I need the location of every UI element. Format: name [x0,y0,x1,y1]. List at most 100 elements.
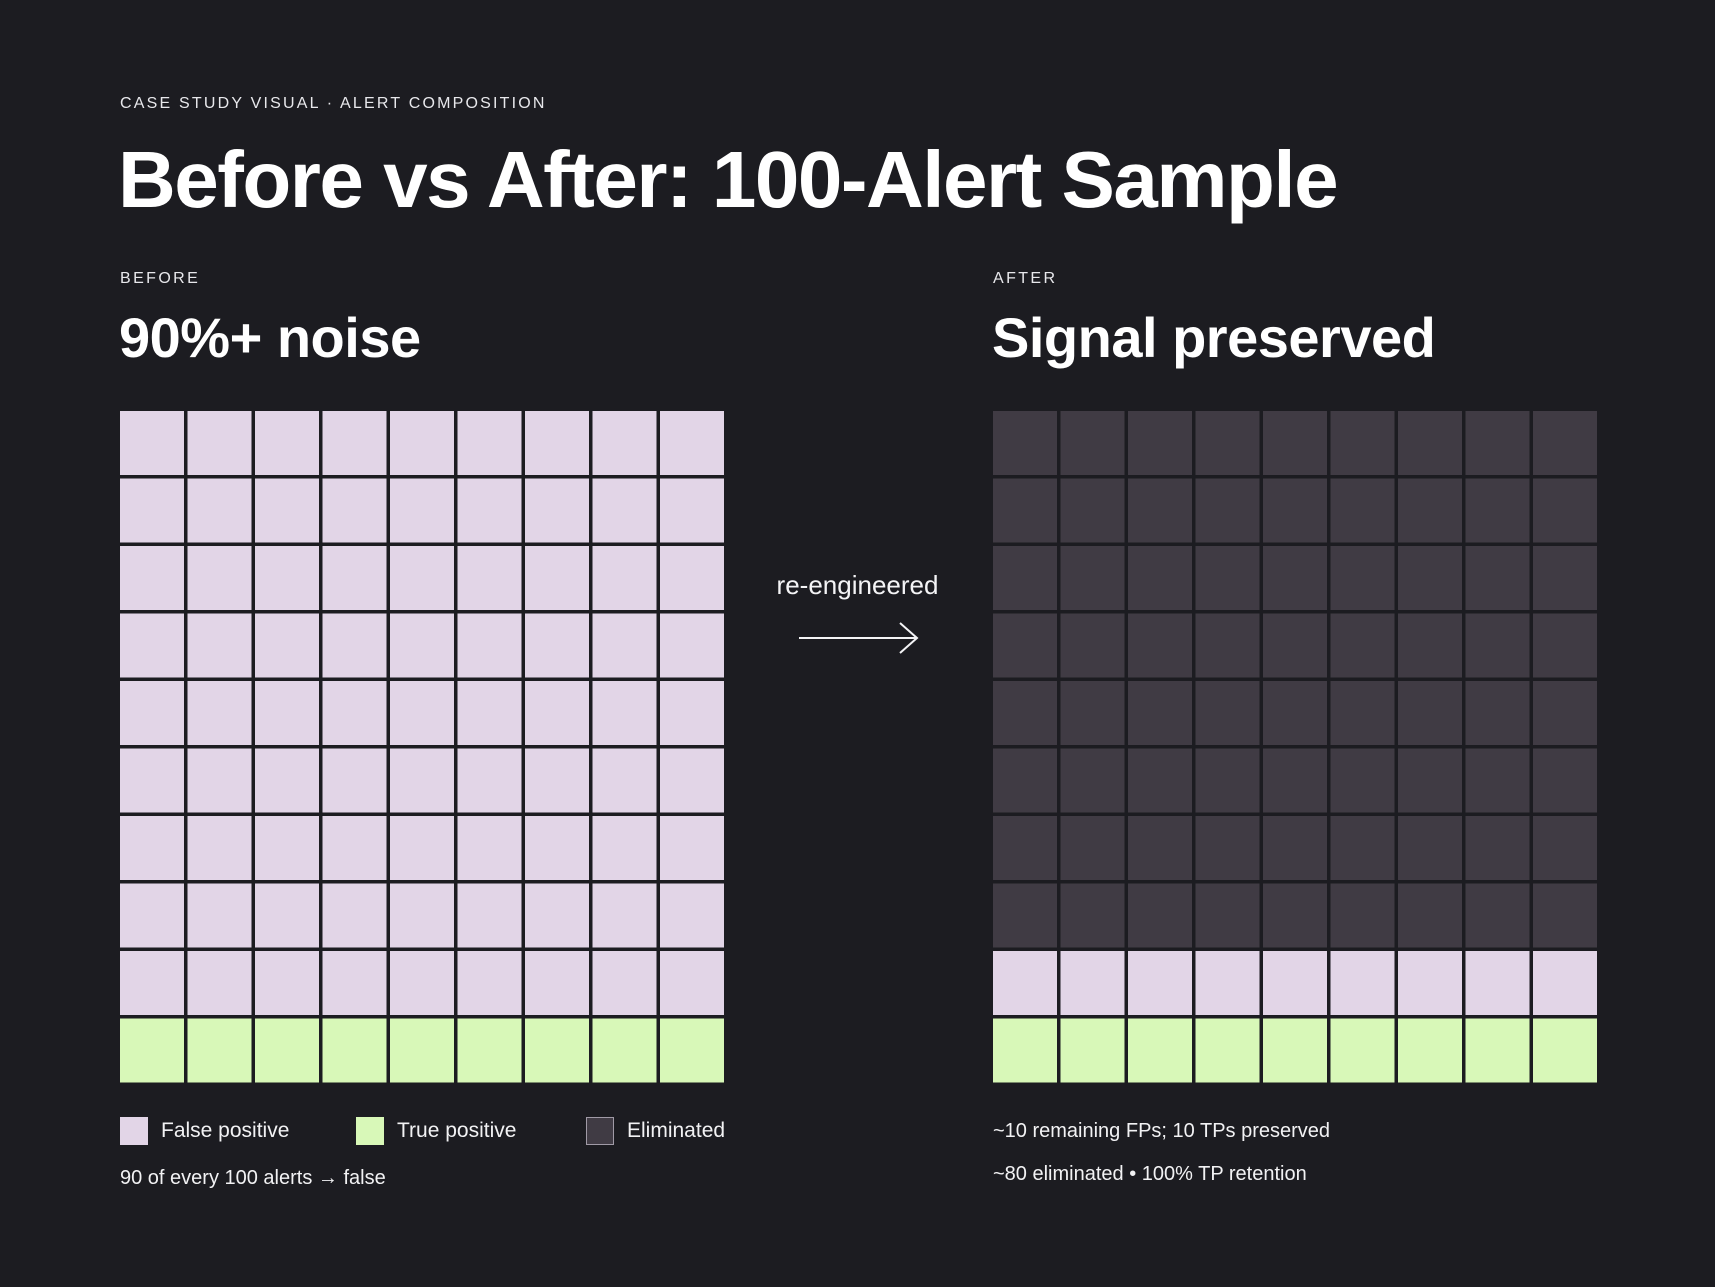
waffle-cell-false-positive [255,681,319,745]
waffle-cell-true-positive [120,1018,184,1083]
waffle-cell-false-positive [255,411,319,475]
waffle-cell-false-positive [255,883,319,948]
waffle-cell-false-positive [120,613,184,678]
waffle-cell-eliminated [993,478,1057,543]
waffle-cell-false-positive [1128,951,1192,1015]
waffle-cell-eliminated [1128,748,1192,813]
waffle-cell-true-positive [457,1018,522,1083]
waffle-cell-false-positive [390,681,454,745]
waffle-cell-eliminated [1330,681,1395,745]
waffle-cell-eliminated [1533,546,1597,610]
waffle-cell-false-positive [457,613,522,678]
waffle-cell-eliminated [1263,478,1327,543]
waffle-cell-false-positive [187,411,252,475]
waffle-cell-true-positive [660,1018,724,1083]
waffle-cell-true-positive [390,1018,454,1083]
waffle-cell-true-positive [525,1018,589,1083]
legend-swatch-true-positive [356,1117,384,1145]
waffle-cell-false-positive [120,681,184,745]
waffle-cell-false-positive [592,613,657,678]
waffle-cell-eliminated [1128,478,1192,543]
waffle-cell-false-positive [322,546,387,610]
legend-item-eliminated: Eliminated [586,1115,725,1147]
waffle-cell-false-positive [660,951,724,1015]
waffle-cell-eliminated [1533,478,1597,543]
legend: False positive True positive Eliminated [120,1115,725,1147]
waffle-cell-eliminated [1195,816,1260,880]
waffle-cell-true-positive [255,1018,319,1083]
waffle-cell-eliminated [1060,816,1125,880]
waffle-cell-false-positive [255,951,319,1015]
waffle-cell-eliminated [1263,613,1327,678]
waffle-cell-false-positive [660,681,724,745]
waffle-cell-eliminated [1398,411,1462,475]
waffle-cell-eliminated [1060,546,1125,610]
waffle-cell-false-positive [322,816,387,880]
waffle-cell-false-positive [322,411,387,475]
after-note-2: ~80 eliminated • 100% TP retention [993,1163,1307,1185]
waffle-cell-false-positive [322,613,387,678]
waffle-cell-eliminated [1465,748,1530,813]
waffle-cell-eliminated [1330,816,1395,880]
waffle-cell-eliminated [1128,613,1192,678]
waffle-cell-false-positive [390,951,454,1015]
waffle-cell-false-positive [660,883,724,948]
waffle-cell-false-positive [120,546,184,610]
waffle-cell-false-positive [322,748,387,813]
waffle-cell-false-positive [255,613,319,678]
waffle-cell-false-positive [660,748,724,813]
legend-item-true-positive: True positive [356,1115,516,1147]
waffle-cell-false-positive [187,478,252,543]
waffle-cell-eliminated [1465,478,1530,543]
waffle-cell-false-positive [525,613,589,678]
waffle-cell-eliminated [1330,883,1395,948]
waffle-cell-false-positive [120,748,184,813]
after-waffle [993,411,1597,1083]
waffle-cell-true-positive [993,1018,1057,1083]
waffle-cell-false-positive [390,748,454,813]
waffle-cell-false-positive [457,883,522,948]
waffle-cell-eliminated [993,748,1057,813]
waffle-cell-eliminated [1465,613,1530,678]
waffle-cell-eliminated [1465,883,1530,948]
waffle-cell-eliminated [1195,411,1260,475]
waffle-cell-false-positive [1195,951,1260,1015]
waffle-cell-eliminated [1263,883,1327,948]
waffle-cell-false-positive [187,748,252,813]
waffle-cell-false-positive [660,816,724,880]
waffle-cell-eliminated [1398,681,1462,745]
waffle-cell-false-positive [457,748,522,813]
waffle-cell-eliminated [1533,681,1597,745]
waffle-cell-eliminated [1263,748,1327,813]
transition-label: re-engineered [776,570,939,600]
waffle-cell-eliminated [1263,816,1327,880]
waffle-cell-false-positive [187,613,252,678]
waffle-cell-false-positive [457,546,522,610]
waffle-cell-false-positive [1533,951,1597,1015]
waffle-cell-eliminated [1533,613,1597,678]
waffle-cell-eliminated [1060,478,1125,543]
waffle-cell-eliminated [1398,613,1462,678]
waffle-cell-false-positive [322,478,387,543]
waffle-cell-false-positive [255,478,319,543]
waffle-cell-false-positive [187,681,252,745]
waffle-cell-eliminated [1330,411,1395,475]
waffle-cell-eliminated [1263,411,1327,475]
legend-swatch-eliminated [586,1117,614,1145]
waffle-cell-false-positive [120,411,184,475]
legend-label-eliminated: Eliminated [627,1119,726,1142]
waffle-cell-eliminated [1195,681,1260,745]
waffle-cell-false-positive [592,411,657,475]
legend-label-false-positive: False positive [161,1119,290,1142]
waffle-cell-eliminated [1533,748,1597,813]
waffle-cell-eliminated [993,411,1057,475]
waffle-cell-true-positive [1263,1018,1327,1083]
waffle-cell-false-positive [1060,951,1125,1015]
waffle-cell-false-positive [322,681,387,745]
arrow-right-icon [799,622,919,654]
waffle-cell-eliminated [1060,681,1125,745]
waffle-cell-false-positive [592,748,657,813]
waffle-cell-false-positive [1330,951,1395,1015]
waffle-cell-eliminated [1533,816,1597,880]
waffle-cell-eliminated [1398,816,1462,880]
